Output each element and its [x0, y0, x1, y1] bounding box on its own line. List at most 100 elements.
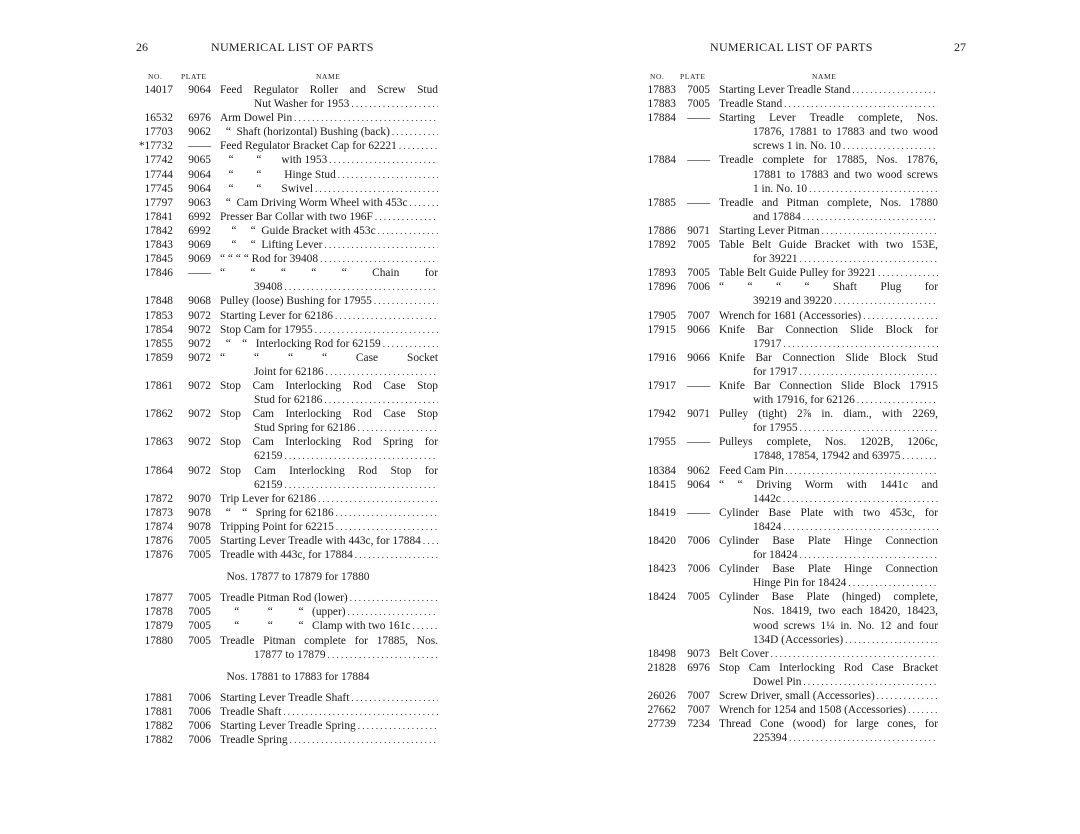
part-name: Starting Lever for 62186: [211, 309, 438, 323]
dot-leader: [786, 464, 938, 478]
name-text: 62159: [254, 450, 283, 463]
plate-number: 7006: [687, 563, 710, 576]
name-line: 17848, 17854, 17942 and 63975: [719, 449, 938, 463]
table-row: 27739 7234 Thread Cone (wood) for large co…: [642, 717, 938, 745]
plate-number: 9072: [188, 436, 211, 449]
table-row: 18423 7006 Cylinder Base Plate Hinge Conne…: [642, 562, 938, 590]
part-name: Stop Cam Interlocking Rod Stop for 62159: [211, 464, 438, 492]
dot-leader: [863, 309, 938, 323]
part-name: Treadle Spring: [211, 733, 438, 747]
name-line: Starting Lever for 62186: [220, 309, 438, 323]
plate-number: ——: [687, 379, 710, 392]
name-text: Table Belt Guide Pulley for 39221: [719, 267, 877, 280]
name-text: Pulleys complete, Nos. 1202B, 1206c,: [719, 436, 938, 449]
name-line: Feed Cam Pin: [719, 464, 938, 478]
dot-leader: [378, 224, 438, 238]
name-text: 17881 to 17883 and two wood screws: [753, 168, 938, 181]
name-text: Feed Regulator Bracket Cap for 62221: [220, 140, 397, 153]
part-name: Knife Bar Connection Slide Block Stud for…: [710, 351, 938, 379]
table-row: 17880 7005 Treadle Pitman complete for 178…: [128, 634, 438, 662]
table-row: 17892 7005 Table Belt Guide Bracket with t…: [642, 238, 938, 266]
dot-leader: [857, 393, 938, 407]
name-text: Presser Bar Collar with two 196F: [220, 210, 373, 223]
plate-number: 7006: [188, 705, 211, 718]
name-text: “ “ Guide Bracket with 453c: [220, 224, 376, 237]
part-number: 27662: [647, 704, 676, 717]
name-text: Pulley (loose) Bushing for 17955: [220, 295, 372, 308]
name-line: Presser Bar Collar with two 196F: [220, 210, 438, 224]
part-name: Knife Bar Connection Slide Block 17915 wi…: [710, 379, 938, 407]
name-line: “ “ “ Clamp with two 161c: [220, 619, 438, 633]
name-line: Dowel Pin: [719, 675, 938, 689]
part-name: Stop Cam Interlocking Rod Case Stop Stud …: [211, 407, 438, 435]
part-name: Pulley (loose) Bushing for 17955: [211, 294, 438, 308]
plate-number: 9065: [188, 154, 211, 167]
name-line: and 17884: [719, 210, 938, 224]
part-name: Starting Lever Treadle Shaft: [211, 691, 438, 705]
dot-leader: [351, 691, 438, 705]
part-number: 17872: [144, 492, 173, 505]
dot-leader: [800, 365, 938, 379]
name-text: Cylinder Base Plate Hinge Connection: [719, 535, 938, 547]
table-row: 17876 7005 Starting Lever Treadle with 443…: [128, 534, 438, 548]
plate-number: 9068: [188, 295, 211, 308]
part-name: Starting Lever Treadle with 443c, for 17…: [211, 534, 438, 548]
part-number: 17876: [144, 549, 173, 562]
name-text: 18424: [753, 520, 782, 533]
part-name: Starting Lever Pitman: [710, 224, 938, 238]
part-number: 17942: [647, 408, 676, 421]
table-row: 17744 9064 “ “ Hinge Stud: [128, 168, 438, 182]
plate-number: 9072: [188, 309, 211, 322]
part-number: 16532: [144, 112, 173, 125]
name-line: Treadle Pitman complete for 17885, Nos.: [220, 634, 438, 648]
name-line: Knife Bar Connection Slide Block Stud: [719, 351, 938, 365]
name-line: with 17916, for 62126: [719, 393, 938, 407]
name-text: Starting Lever Pitman: [719, 224, 820, 237]
dot-leader: [315, 182, 438, 196]
dot-leader: [326, 365, 438, 379]
column-header-plate: PLATE: [680, 72, 706, 81]
name-text: Stud for 62186: [254, 394, 323, 407]
name-text: Tripping Point for 62215: [220, 520, 334, 533]
name-text: Table Belt Guide Bracket with two 153E,: [719, 239, 938, 252]
plate-number: 7005: [687, 84, 710, 96]
plate-number: 6976: [687, 661, 710, 674]
dot-leader: [783, 337, 938, 351]
dot-leader: [412, 619, 438, 633]
part-number: 17874: [144, 520, 173, 533]
name-text: Wrench for 1681 (Accessories): [719, 309, 862, 322]
part-name: Screw Driver, small (Accessories): [710, 689, 938, 703]
name-line: Cylinder Base Plate Hinge Connection: [719, 534, 938, 548]
table-row: 17841 6992 Presser Bar Collar with two 196…: [128, 210, 438, 224]
part-number: 21828: [647, 661, 676, 674]
name-text: “ “ “ (upper): [220, 606, 346, 619]
dot-leader: [318, 492, 438, 506]
plate-number: 7005: [188, 606, 211, 619]
name-line: “ Shaft (horizontal) Bushing (back): [220, 125, 438, 139]
name-text: 134D (Accessories): [753, 633, 844, 646]
table-row: 17886 9071 Starting Lever Pitman: [642, 224, 938, 238]
part-name: Cylinder Base Plate Hinge Connection Hing…: [710, 562, 938, 590]
left-page: 26 NUMERICAL LIST OF PARTS NO. PLATE NAM…: [128, 0, 438, 834]
name-line: 17881 to 17883 and two wood screws: [719, 168, 938, 182]
dot-leader: [392, 125, 438, 139]
name-line: Treadle Stand: [719, 97, 938, 111]
dot-leader: [399, 139, 438, 153]
name-line: Table Belt Guide Bracket with two 153E,: [719, 238, 938, 252]
part-number: 18419: [647, 506, 676, 519]
dot-leader: [809, 182, 938, 196]
name-text: Pulley (tight) 2⅞ in. diam., with 2269,: [719, 408, 938, 421]
plate-number: 9071: [687, 408, 710, 421]
name-line: “ “ “ “ “ Chain for: [220, 266, 438, 280]
dot-leader: [283, 705, 438, 719]
name-text: 39219 and 39220: [753, 295, 833, 308]
part-number: 18424: [647, 591, 676, 604]
plate-number: 7005: [188, 620, 211, 633]
table-row: 17873 9078 “ “ Spring for 62186: [128, 506, 438, 520]
plate-number: 7007: [687, 690, 710, 703]
part-number: 17854: [144, 323, 173, 336]
dot-leader: [784, 97, 938, 111]
plate-number: 9066: [687, 351, 710, 364]
name-text: Nos. 18419, two each 18420, 18423, three: [753, 605, 938, 618]
part-number: 17879: [144, 620, 173, 633]
